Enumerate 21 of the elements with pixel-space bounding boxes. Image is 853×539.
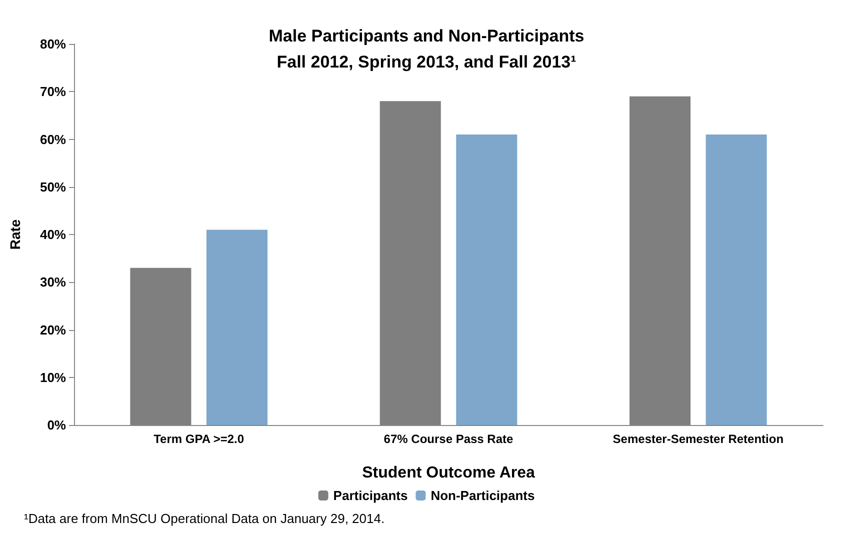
x-tick-label: Term GPA >=2.0 <box>154 432 244 446</box>
y-tick-label: 10% <box>40 370 66 385</box>
y-tick-label: 30% <box>40 274 66 290</box>
x-axis-title: Student Outcome Area <box>362 464 535 482</box>
y-tick-label: 50% <box>40 179 66 194</box>
y-tick-label: 20% <box>40 322 66 338</box>
text: ¹Data are from MnSCU Operational Data on January 29, 2014. <box>24 511 385 526</box>
bar <box>456 134 518 425</box>
y-tick-label: 0% <box>47 418 66 432</box>
y-axis-title: Rate <box>7 219 23 250</box>
chart-title: Male Participants and Non-Participants Fall 2012, Spring 2013, and Fall 2013¹ <box>268 26 584 72</box>
bar <box>206 230 268 425</box>
bar <box>706 134 767 425</box>
y-tick-label: 70% <box>40 84 66 100</box>
legend-label: Participants <box>333 488 408 503</box>
x-tick-label: Semester-Semester Retention <box>612 432 784 446</box>
y-tick-label: 40% <box>40 227 66 242</box>
y-tick-label: 60% <box>40 132 66 147</box>
y-tick-label: 80% <box>40 36 66 52</box>
legend-label: Non-Participants <box>430 488 535 503</box>
x-tick-label: 67% Course Pass Rate <box>384 432 514 446</box>
